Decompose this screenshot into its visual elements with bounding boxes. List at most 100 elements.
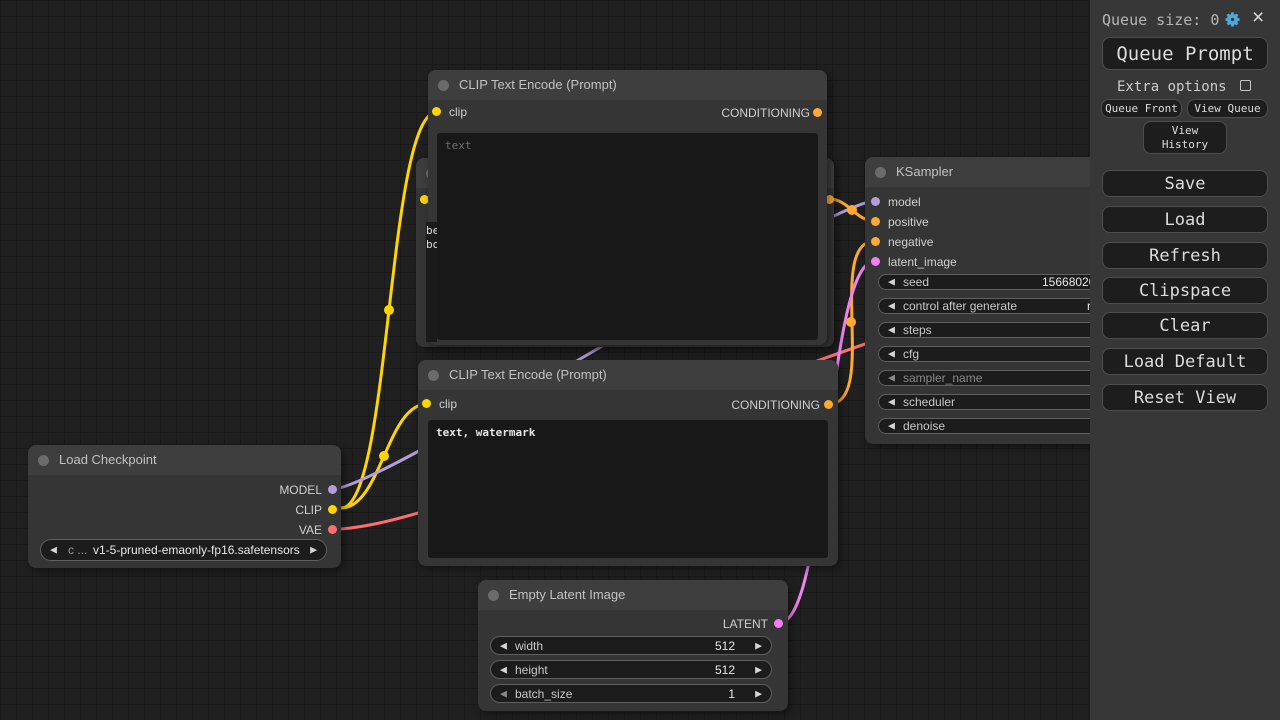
widget-label: cfg bbox=[903, 347, 920, 361]
output-slot-label: CONDITIONING bbox=[731, 398, 820, 412]
widget-batch-size[interactable]: ◀ batch_size 1 ▶ bbox=[490, 684, 772, 703]
port-clip-input[interactable] bbox=[422, 399, 431, 408]
node-titlebar[interactable]: CLIP Text Encode (Prompt) bbox=[418, 360, 838, 390]
decrement-icon[interactable]: ◀ bbox=[888, 324, 895, 335]
queue-size-label: Queue size: 0 bbox=[1102, 11, 1220, 29]
link-dot-clip-1 bbox=[384, 305, 394, 315]
input-slot-label: clip bbox=[449, 105, 468, 119]
node-collapse-dot[interactable] bbox=[488, 590, 499, 601]
port-conditioning-output[interactable] bbox=[825, 195, 834, 204]
node-clip-text-encode-bottom[interactable]: CLIP Text Encode (Prompt) clip CONDITION… bbox=[418, 360, 838, 566]
decrement-icon[interactable]: ◀ bbox=[888, 420, 895, 431]
port-clip-input[interactable] bbox=[420, 195, 429, 204]
widget-height[interactable]: ◀ height 512 ▶ bbox=[490, 660, 772, 679]
output-slot-label: CLIP bbox=[295, 503, 322, 517]
widget-ckpt-name[interactable]: ◀ c ... v1-5-pruned-emaonly-fp16.safeten… bbox=[40, 539, 327, 561]
link-dot-negative bbox=[846, 317, 856, 327]
load-default-button[interactable]: Load Default bbox=[1102, 348, 1268, 375]
port-latent-image-input[interactable] bbox=[871, 257, 880, 266]
node-empty-latent-image[interactable]: Empty Latent Image LATENT ◀ width 512 ▶ … bbox=[478, 580, 788, 711]
node-titlebar[interactable]: Load Checkpoint bbox=[28, 445, 341, 475]
prompt-textarea[interactable]: text bbox=[437, 133, 818, 340]
widget-value: 512 bbox=[714, 638, 735, 653]
node-title-text: CLIP Text Encode (Prompt) bbox=[449, 367, 607, 382]
node-collapse-dot[interactable] bbox=[438, 80, 449, 91]
prompt-textarea[interactable]: text, watermark bbox=[428, 420, 828, 558]
save-button[interactable]: Save bbox=[1102, 170, 1268, 197]
gear-icon[interactable] bbox=[1223, 10, 1242, 29]
extra-options-checkbox[interactable] bbox=[1240, 80, 1251, 91]
widget-label: height bbox=[515, 662, 548, 677]
widget-label: seed bbox=[903, 275, 930, 289]
clipspace-button[interactable]: Clipspace bbox=[1102, 277, 1268, 304]
decrement-icon[interactable]: ◀ bbox=[888, 372, 895, 383]
port-clip-input[interactable] bbox=[432, 107, 441, 116]
input-slot-label: model bbox=[888, 195, 921, 209]
widget-cfg[interactable]: ◀ cfg bbox=[878, 346, 1157, 362]
refresh-button[interactable]: Refresh bbox=[1102, 242, 1268, 269]
widget-scheduler[interactable]: ◀ scheduler bbox=[878, 394, 1157, 410]
close-icon[interactable]: × bbox=[1252, 6, 1265, 29]
port-conditioning-output[interactable] bbox=[824, 400, 833, 409]
decrement-icon[interactable]: ◀ bbox=[500, 664, 507, 674]
node-titlebar[interactable]: Empty Latent Image bbox=[478, 580, 788, 610]
prev-option-icon[interactable]: ◀ bbox=[50, 544, 57, 555]
port-model-output[interactable] bbox=[328, 485, 337, 494]
output-slot-label: LATENT bbox=[722, 617, 768, 631]
port-vae-output[interactable] bbox=[328, 525, 337, 534]
clear-button[interactable]: Clear bbox=[1102, 312, 1268, 339]
node-title-text: KSampler bbox=[896, 164, 954, 179]
widget-value: v1-5-pruned-emaonly-fp16.safetensors bbox=[93, 543, 300, 557]
node-titlebar[interactable]: CLIP Text Encode (Prompt) bbox=[428, 70, 827, 100]
widget-label: denoise bbox=[903, 419, 946, 433]
node-collapse-dot[interactable] bbox=[38, 455, 49, 466]
node-clip-text-encode-top[interactable]: CLIP Text Encode (Prompt) clip CONDITION… bbox=[428, 70, 827, 345]
decrement-icon[interactable]: ◀ bbox=[888, 396, 895, 407]
output-slot-label: MODEL bbox=[279, 483, 322, 497]
port-latent-output[interactable] bbox=[774, 619, 783, 628]
view-queue-button[interactable]: View Queue bbox=[1187, 99, 1268, 118]
increment-icon[interactable]: ▶ bbox=[755, 688, 762, 698]
node-title-text: Load Checkpoint bbox=[59, 452, 157, 467]
increment-icon[interactable]: ▶ bbox=[755, 664, 762, 674]
widget-width[interactable]: ◀ width 512 ▶ bbox=[490, 636, 772, 655]
increment-icon[interactable]: ▶ bbox=[755, 640, 762, 650]
port-clip-output[interactable] bbox=[328, 505, 337, 514]
extra-options-label: Extra options bbox=[1117, 79, 1227, 95]
node-collapse-dot[interactable] bbox=[875, 167, 886, 178]
node-load-checkpoint[interactable]: Load Checkpoint MODEL CLIP VAE ◀ c ... v… bbox=[28, 445, 341, 568]
comfy-menu: Queue size: 0 × Queue Prompt Extra optio… bbox=[1090, 0, 1280, 720]
decrement-icon[interactable]: ◀ bbox=[888, 276, 895, 287]
widget-denoise[interactable]: ◀ denoise bbox=[878, 418, 1157, 434]
load-button[interactable]: Load bbox=[1102, 206, 1268, 233]
queue-prompt-button[interactable]: Queue Prompt bbox=[1102, 37, 1268, 70]
hidden-prompt-textarea[interactable]: be bo bbox=[426, 222, 437, 342]
decrement-icon[interactable]: ◀ bbox=[500, 640, 507, 650]
widget-label: c ... bbox=[68, 543, 88, 557]
decrement-icon[interactable]: ◀ bbox=[888, 348, 895, 359]
port-conditioning-output[interactable] bbox=[813, 108, 822, 117]
widget-label: steps bbox=[903, 323, 932, 337]
node-title-text: CLIP Text Encode (Prompt) bbox=[459, 77, 617, 92]
port-positive-input[interactable] bbox=[871, 217, 880, 226]
port-negative-input[interactable] bbox=[871, 237, 880, 246]
queue-front-button[interactable]: Queue Front bbox=[1101, 99, 1182, 118]
widget-steps[interactable]: ◀ steps bbox=[878, 322, 1157, 338]
link-dot-positive bbox=[847, 205, 857, 215]
next-option-icon[interactable]: ▶ bbox=[310, 544, 317, 555]
decrement-icon[interactable]: ◀ bbox=[888, 300, 895, 311]
widget-label: sampler_name bbox=[903, 371, 983, 385]
reset-view-button[interactable]: Reset View bbox=[1102, 384, 1268, 411]
decrement-icon[interactable]: ◀ bbox=[500, 688, 507, 698]
node-collapse-dot[interactable] bbox=[428, 370, 439, 381]
input-slot-label: latent_image bbox=[888, 255, 957, 269]
widget-label: control after generate bbox=[903, 299, 1018, 313]
view-history-button[interactable]: View History bbox=[1143, 121, 1227, 154]
input-slot-label: clip bbox=[439, 397, 458, 411]
widget-sampler-name[interactable]: ◀ sampler_name bbox=[878, 370, 1157, 386]
widget-value: 512 bbox=[714, 662, 735, 677]
port-model-input[interactable] bbox=[871, 197, 880, 206]
widget-value: 1 bbox=[728, 686, 735, 701]
widget-label: width bbox=[515, 638, 544, 653]
